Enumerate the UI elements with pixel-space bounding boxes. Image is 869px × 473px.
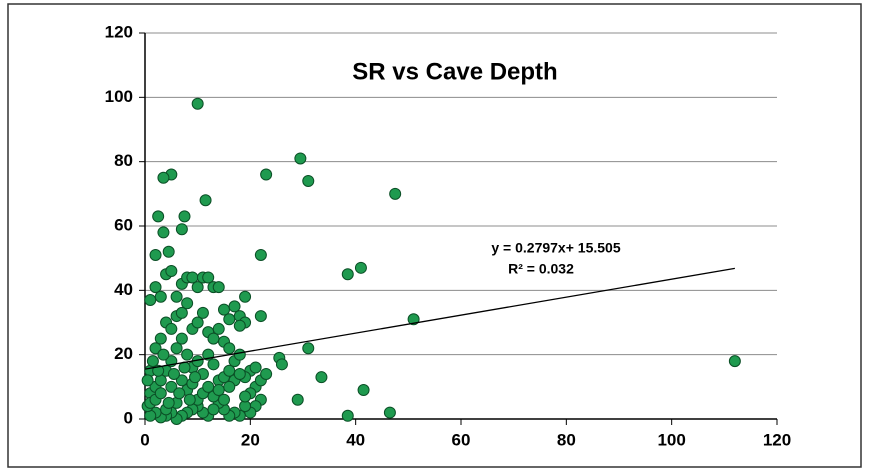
point (149, 342, 162, 355)
point (239, 290, 252, 303)
point (175, 306, 188, 319)
y-tick-label: 40 (114, 280, 133, 299)
point (233, 367, 246, 380)
x-tick-label: 0 (140, 430, 149, 449)
point (191, 97, 204, 110)
x-tick-label: 40 (346, 430, 365, 449)
point (165, 380, 178, 393)
point (341, 268, 354, 281)
point (141, 374, 154, 387)
point (154, 332, 167, 345)
point (144, 293, 157, 306)
point (149, 281, 162, 294)
point (183, 393, 196, 406)
point (199, 194, 212, 207)
point (233, 319, 246, 332)
point (175, 332, 188, 345)
y-tick-label: 120 (105, 22, 133, 41)
y-tick-label: 100 (105, 87, 133, 106)
point (357, 384, 370, 397)
point (196, 306, 209, 319)
point (189, 371, 202, 384)
point (191, 316, 204, 329)
point (191, 281, 204, 294)
point (202, 271, 215, 284)
point (146, 355, 159, 368)
point (223, 342, 236, 355)
point (260, 168, 273, 181)
point (228, 300, 241, 313)
y-tick-label: 60 (114, 215, 133, 234)
equation: y = 0.2797x+ 15.505 (491, 240, 620, 256)
point (302, 174, 315, 187)
point (207, 403, 220, 416)
x-tick-label: 60 (452, 430, 471, 449)
point (165, 265, 178, 278)
r-squared: R² = 0.032 (508, 261, 574, 277)
x-tick-label: 20 (241, 430, 260, 449)
x-tick-label: 80 (557, 430, 576, 449)
point (354, 261, 367, 274)
trendline (144, 267, 735, 370)
point (170, 290, 183, 303)
y-tick-label: 80 (114, 151, 133, 170)
point (181, 348, 194, 361)
point (157, 171, 170, 184)
point (254, 248, 267, 261)
y-tick-label: 0 (124, 408, 133, 427)
point (294, 152, 307, 165)
point (389, 187, 402, 200)
point (212, 322, 225, 335)
point (275, 358, 288, 371)
point (341, 409, 354, 422)
point (212, 281, 225, 294)
point (218, 393, 230, 406)
point (254, 310, 267, 323)
point (162, 396, 175, 409)
point (291, 393, 304, 406)
point (167, 367, 180, 380)
chart-title: SR vs Cave Depth (352, 58, 557, 85)
point (162, 245, 175, 258)
point (178, 210, 191, 223)
point (233, 348, 246, 361)
point (175, 223, 188, 236)
point (149, 248, 162, 261)
point (239, 390, 252, 403)
point (315, 371, 328, 384)
point (165, 322, 178, 335)
point (223, 380, 236, 393)
frame (7, 3, 862, 468)
y-tick-label: 20 (114, 344, 133, 363)
point (170, 342, 183, 355)
x-tick-label: 120 (763, 430, 791, 449)
point (260, 367, 273, 380)
point (157, 348, 170, 361)
point (249, 361, 262, 374)
point (383, 406, 396, 419)
point (728, 355, 741, 368)
point (152, 210, 165, 223)
point (154, 290, 167, 303)
point (302, 342, 315, 355)
point (173, 387, 186, 400)
point (207, 358, 220, 371)
point (223, 313, 236, 326)
point (157, 226, 170, 239)
point (202, 380, 215, 393)
x-tick-label: 100 (657, 430, 685, 449)
point (154, 387, 167, 400)
point (181, 297, 194, 310)
point (407, 313, 420, 326)
